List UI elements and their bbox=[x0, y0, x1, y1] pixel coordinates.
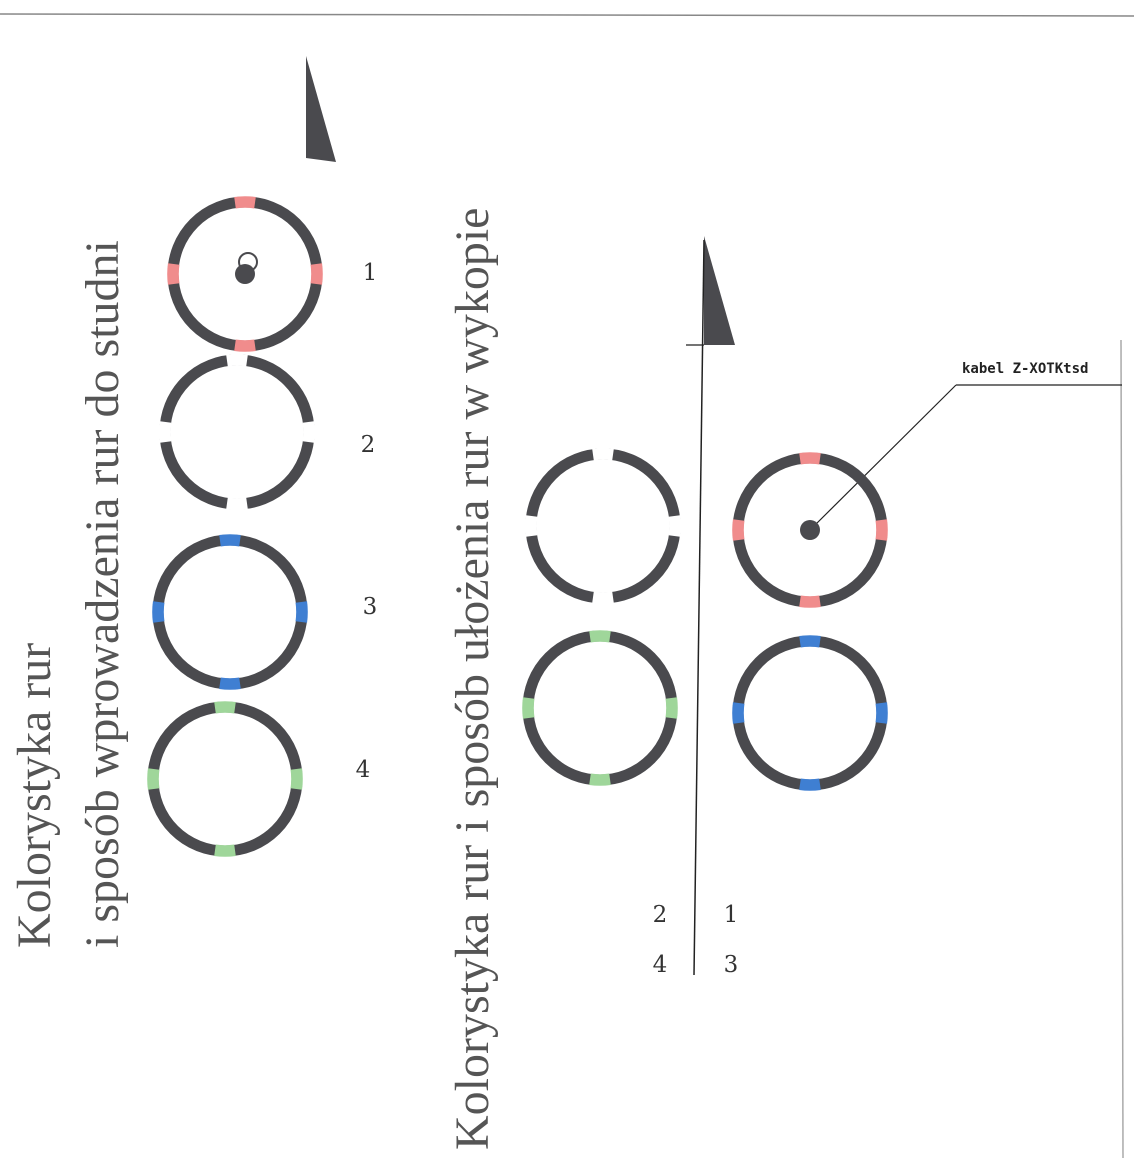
right-pipe-1-marker-0 bbox=[799, 452, 821, 465]
right-pipe-1-marker-3 bbox=[732, 519, 745, 541]
left-pipe-3-marker-1 bbox=[295, 601, 308, 623]
right-pipe-2-marker-3 bbox=[525, 515, 538, 537]
left-pipe-ring-4 bbox=[147, 701, 303, 857]
left-pipe-1-marker-2 bbox=[234, 339, 256, 352]
left-pipe-4 bbox=[147, 701, 303, 857]
left-pipe-2-marker-0 bbox=[226, 354, 248, 367]
left-pipe-1-marker-3 bbox=[167, 263, 180, 285]
right-pipe-2-marker-2 bbox=[592, 591, 614, 604]
right-pipe-1-marker-1 bbox=[875, 519, 888, 541]
left-pipe-3-marker-3 bbox=[152, 601, 165, 623]
left-pipe-3 bbox=[152, 534, 308, 690]
right-pipe-3-marker-2 bbox=[799, 778, 821, 791]
right-pipe-3-marker-3 bbox=[732, 702, 745, 724]
right-pipe-ring-3 bbox=[732, 635, 888, 791]
left-pipe-label-1: 1 bbox=[363, 260, 378, 286]
left-pipe-3-marker-0 bbox=[219, 534, 241, 547]
left-pipe-label-4: 4 bbox=[356, 757, 371, 783]
left-pipe-4-marker-2 bbox=[214, 844, 236, 857]
right-pipe-2 bbox=[525, 448, 681, 604]
right-pipe-4-marker-2 bbox=[589, 773, 611, 786]
left-pipe-4-marker-1 bbox=[290, 768, 303, 790]
left-pipe-2 bbox=[159, 354, 315, 510]
left-pipe-column bbox=[147, 196, 323, 857]
right-pipe-3 bbox=[732, 635, 888, 791]
left-title-line1: Kolorystyka rur bbox=[8, 643, 61, 948]
left-pipe-2-marker-2 bbox=[226, 497, 248, 510]
trench-divider-line bbox=[693, 239, 705, 976]
left-pipe-2-marker-1 bbox=[302, 421, 315, 443]
left-pipe-label-2: 2 bbox=[361, 432, 376, 458]
cable-leader-line bbox=[809, 384, 957, 531]
left-title-line2: i sposób wprowadzenia rur do studni bbox=[76, 240, 129, 948]
grid-label-3: 3 bbox=[724, 952, 739, 978]
right-pipe-3-marker-0 bbox=[799, 635, 821, 648]
right-pipe-4 bbox=[522, 630, 678, 786]
right-cable-dot bbox=[800, 520, 820, 540]
top-border bbox=[0, 13, 1134, 17]
right-title: Kolorystyka rur i sposób ułożenia rur w … bbox=[446, 208, 499, 1151]
grid-label-2: 2 bbox=[653, 902, 668, 928]
right-border bbox=[1120, 339, 1124, 1158]
right-pipe-4-marker-1 bbox=[665, 697, 678, 719]
left-pipe-4-marker-0 bbox=[214, 701, 236, 714]
right-pipe-3-marker-1 bbox=[875, 702, 888, 724]
grid-label-4: 4 bbox=[653, 952, 668, 978]
left-cable-dot bbox=[235, 264, 255, 284]
left-pipe-ring-3 bbox=[152, 534, 308, 690]
left-pipe-4-marker-3 bbox=[147, 768, 160, 790]
left-pipe-3-marker-2 bbox=[219, 677, 241, 690]
left-pipe-2-marker-3 bbox=[159, 421, 172, 443]
left-pipe-1 bbox=[167, 196, 323, 352]
grid-label-1: 1 bbox=[724, 902, 739, 928]
right-pipe-4-marker-3 bbox=[522, 697, 535, 719]
right-pipe-2-marker-0 bbox=[592, 448, 614, 461]
right-pipe-2-marker-1 bbox=[668, 515, 681, 537]
right-pipe-ring-2 bbox=[525, 448, 681, 604]
right-pipe-1-marker-2 bbox=[799, 595, 821, 608]
left-pipe-1-marker-0 bbox=[234, 196, 256, 209]
left-pipe-ring-2 bbox=[159, 354, 315, 510]
right-pipe-grid bbox=[522, 448, 888, 791]
left-pipe-label-3: 3 bbox=[363, 594, 378, 620]
right-pipe-ring-4 bbox=[522, 630, 678, 786]
left-direction-wedge bbox=[306, 56, 336, 162]
left-pipe-1-marker-1 bbox=[310, 263, 323, 285]
cable-label: kabel Z-XOTKtsd bbox=[962, 361, 1088, 377]
right-direction-wedge bbox=[704, 236, 735, 345]
right-pipe-4-marker-0 bbox=[589, 630, 611, 643]
right-pipe-1 bbox=[732, 452, 888, 608]
